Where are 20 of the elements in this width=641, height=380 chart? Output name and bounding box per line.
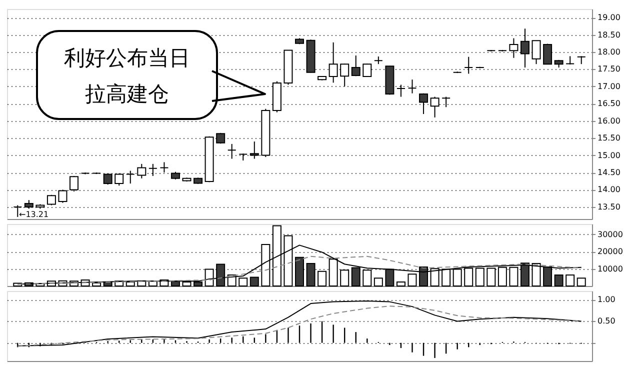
y-tick-label: 0.50	[598, 316, 616, 326]
y-tick-label: 19.00	[598, 13, 620, 22]
annotation: ←13.21	[19, 210, 49, 219]
y-tick-label: 20000	[598, 247, 623, 256]
annotation: 利好公布当日	[64, 46, 190, 70]
y-tick-label: 16.50	[598, 99, 620, 108]
y-tick-label: 14.50	[598, 168, 620, 178]
y-tick-label: 17.00	[598, 82, 620, 91]
y-tick-label: 15.50	[598, 134, 620, 143]
y-tick-label: 14.00	[598, 185, 620, 194]
annotation: 拉高建仓	[85, 82, 169, 106]
y-tick-label: 10000	[598, 264, 623, 274]
y-tick-label: 30000	[598, 230, 623, 239]
y-tick-label: 18.00	[598, 48, 620, 57]
y-tick-label: 17.50	[598, 64, 620, 74]
y-tick-label: 13.50	[598, 202, 620, 212]
y-tick-label: 18.50	[598, 30, 620, 40]
y-tick-label: 15.00	[598, 150, 620, 160]
y-tick-label: 1.00	[598, 295, 616, 304]
y-tick-label: 16.00	[598, 116, 620, 126]
